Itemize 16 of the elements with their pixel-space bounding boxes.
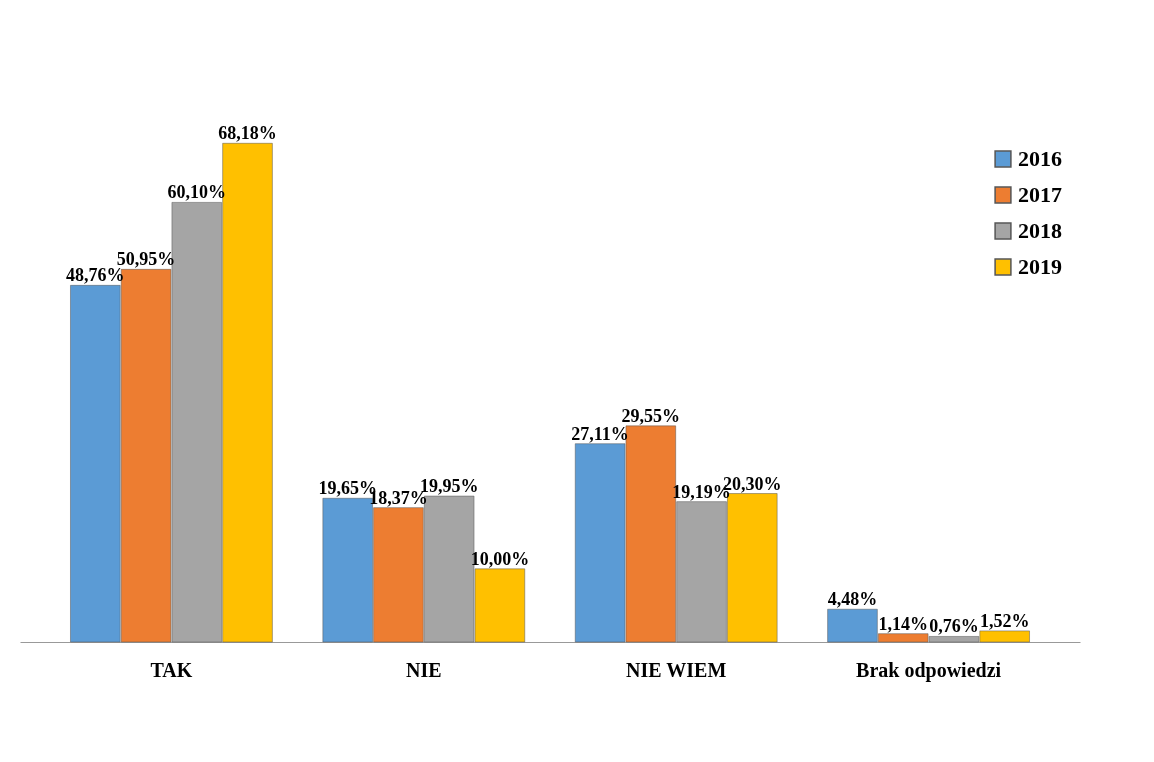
data-label: 10,00% [470,548,530,569]
data-label: 29,55% [621,405,681,426]
data-label: 1,52% [979,610,1030,631]
legend-label: 2017 [1018,182,1062,207]
x-tick-label: NIE [406,658,442,681]
legend-label: 2018 [1018,218,1062,243]
x-tick-label: Brak odpowiedzi [856,658,1002,682]
x-tick-label: TAK [150,658,193,681]
legend-label: 2019 [1018,254,1062,279]
x-tick-label: NIE WIEM [626,658,727,681]
data-label: 50,95% [116,249,176,270]
data-label: 4,48% [827,589,878,610]
data-label: 1,14% [878,613,928,634]
data-label: 68,18% [218,123,277,144]
data-label: 0,76% [929,616,979,637]
legend-label: 2016 [1018,146,1062,171]
